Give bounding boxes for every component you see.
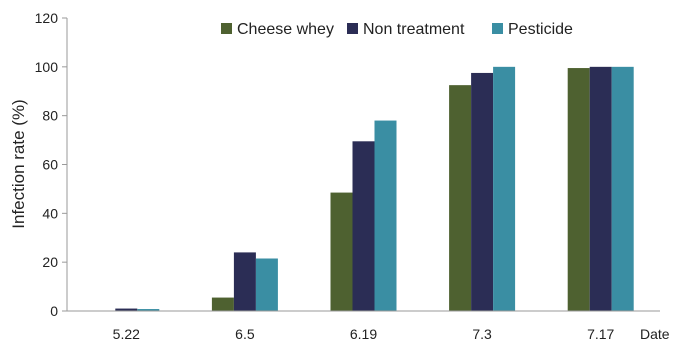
y-ticks: 0 20 40 60 80 100 120 [35,10,67,319]
legend-label: Pesticide [508,21,573,38]
y-tick-label: 40 [42,205,58,221]
bar-non-treatment [471,72,494,311]
x-tick-label: 5.22 [113,326,140,342]
y-tick-label: 100 [35,59,59,75]
bar-cheese-whey [567,68,590,311]
x-tick-label: 7.3 [472,326,492,342]
bar-cheese-whey [211,297,234,311]
x-tick-label: 7.17 [587,326,614,342]
legend: Cheese whey Non treatment Pesticide [221,21,573,38]
legend-swatch [347,23,358,34]
plot-area [115,66,634,311]
legend-swatch [221,23,232,34]
bar-pesticide [137,309,160,311]
bar-pesticide [611,66,634,311]
y-tick-label: 60 [42,157,58,173]
bar-non-treatment [233,252,256,311]
legend-label: Non treatment [363,21,465,38]
bar-pesticide [493,66,516,311]
y-tick-label: 0 [50,303,58,319]
x-tick-label: 6.19 [350,326,377,342]
x-axis-title: Date [640,326,670,342]
x-ticks: 5.22 6.5 6.19 7.3 7.17 [113,326,615,342]
x-tick-label: 6.5 [235,326,255,342]
bar-non-treatment [115,308,138,311]
bar-cheese-whey [330,192,353,311]
legend-label: Cheese whey [237,21,334,38]
bar-pesticide [374,120,397,311]
y-tick-label: 20 [42,254,58,270]
y-axis-title: Infection rate (%) [9,99,28,228]
bar-cheese-whey [449,85,472,311]
bar-pesticide [255,258,278,311]
legend-swatch [492,23,503,34]
bar-non-treatment [352,141,375,311]
y-tick-label: 120 [35,10,59,26]
y-tick-label: 80 [42,108,58,124]
bar-non-treatment [589,66,612,311]
